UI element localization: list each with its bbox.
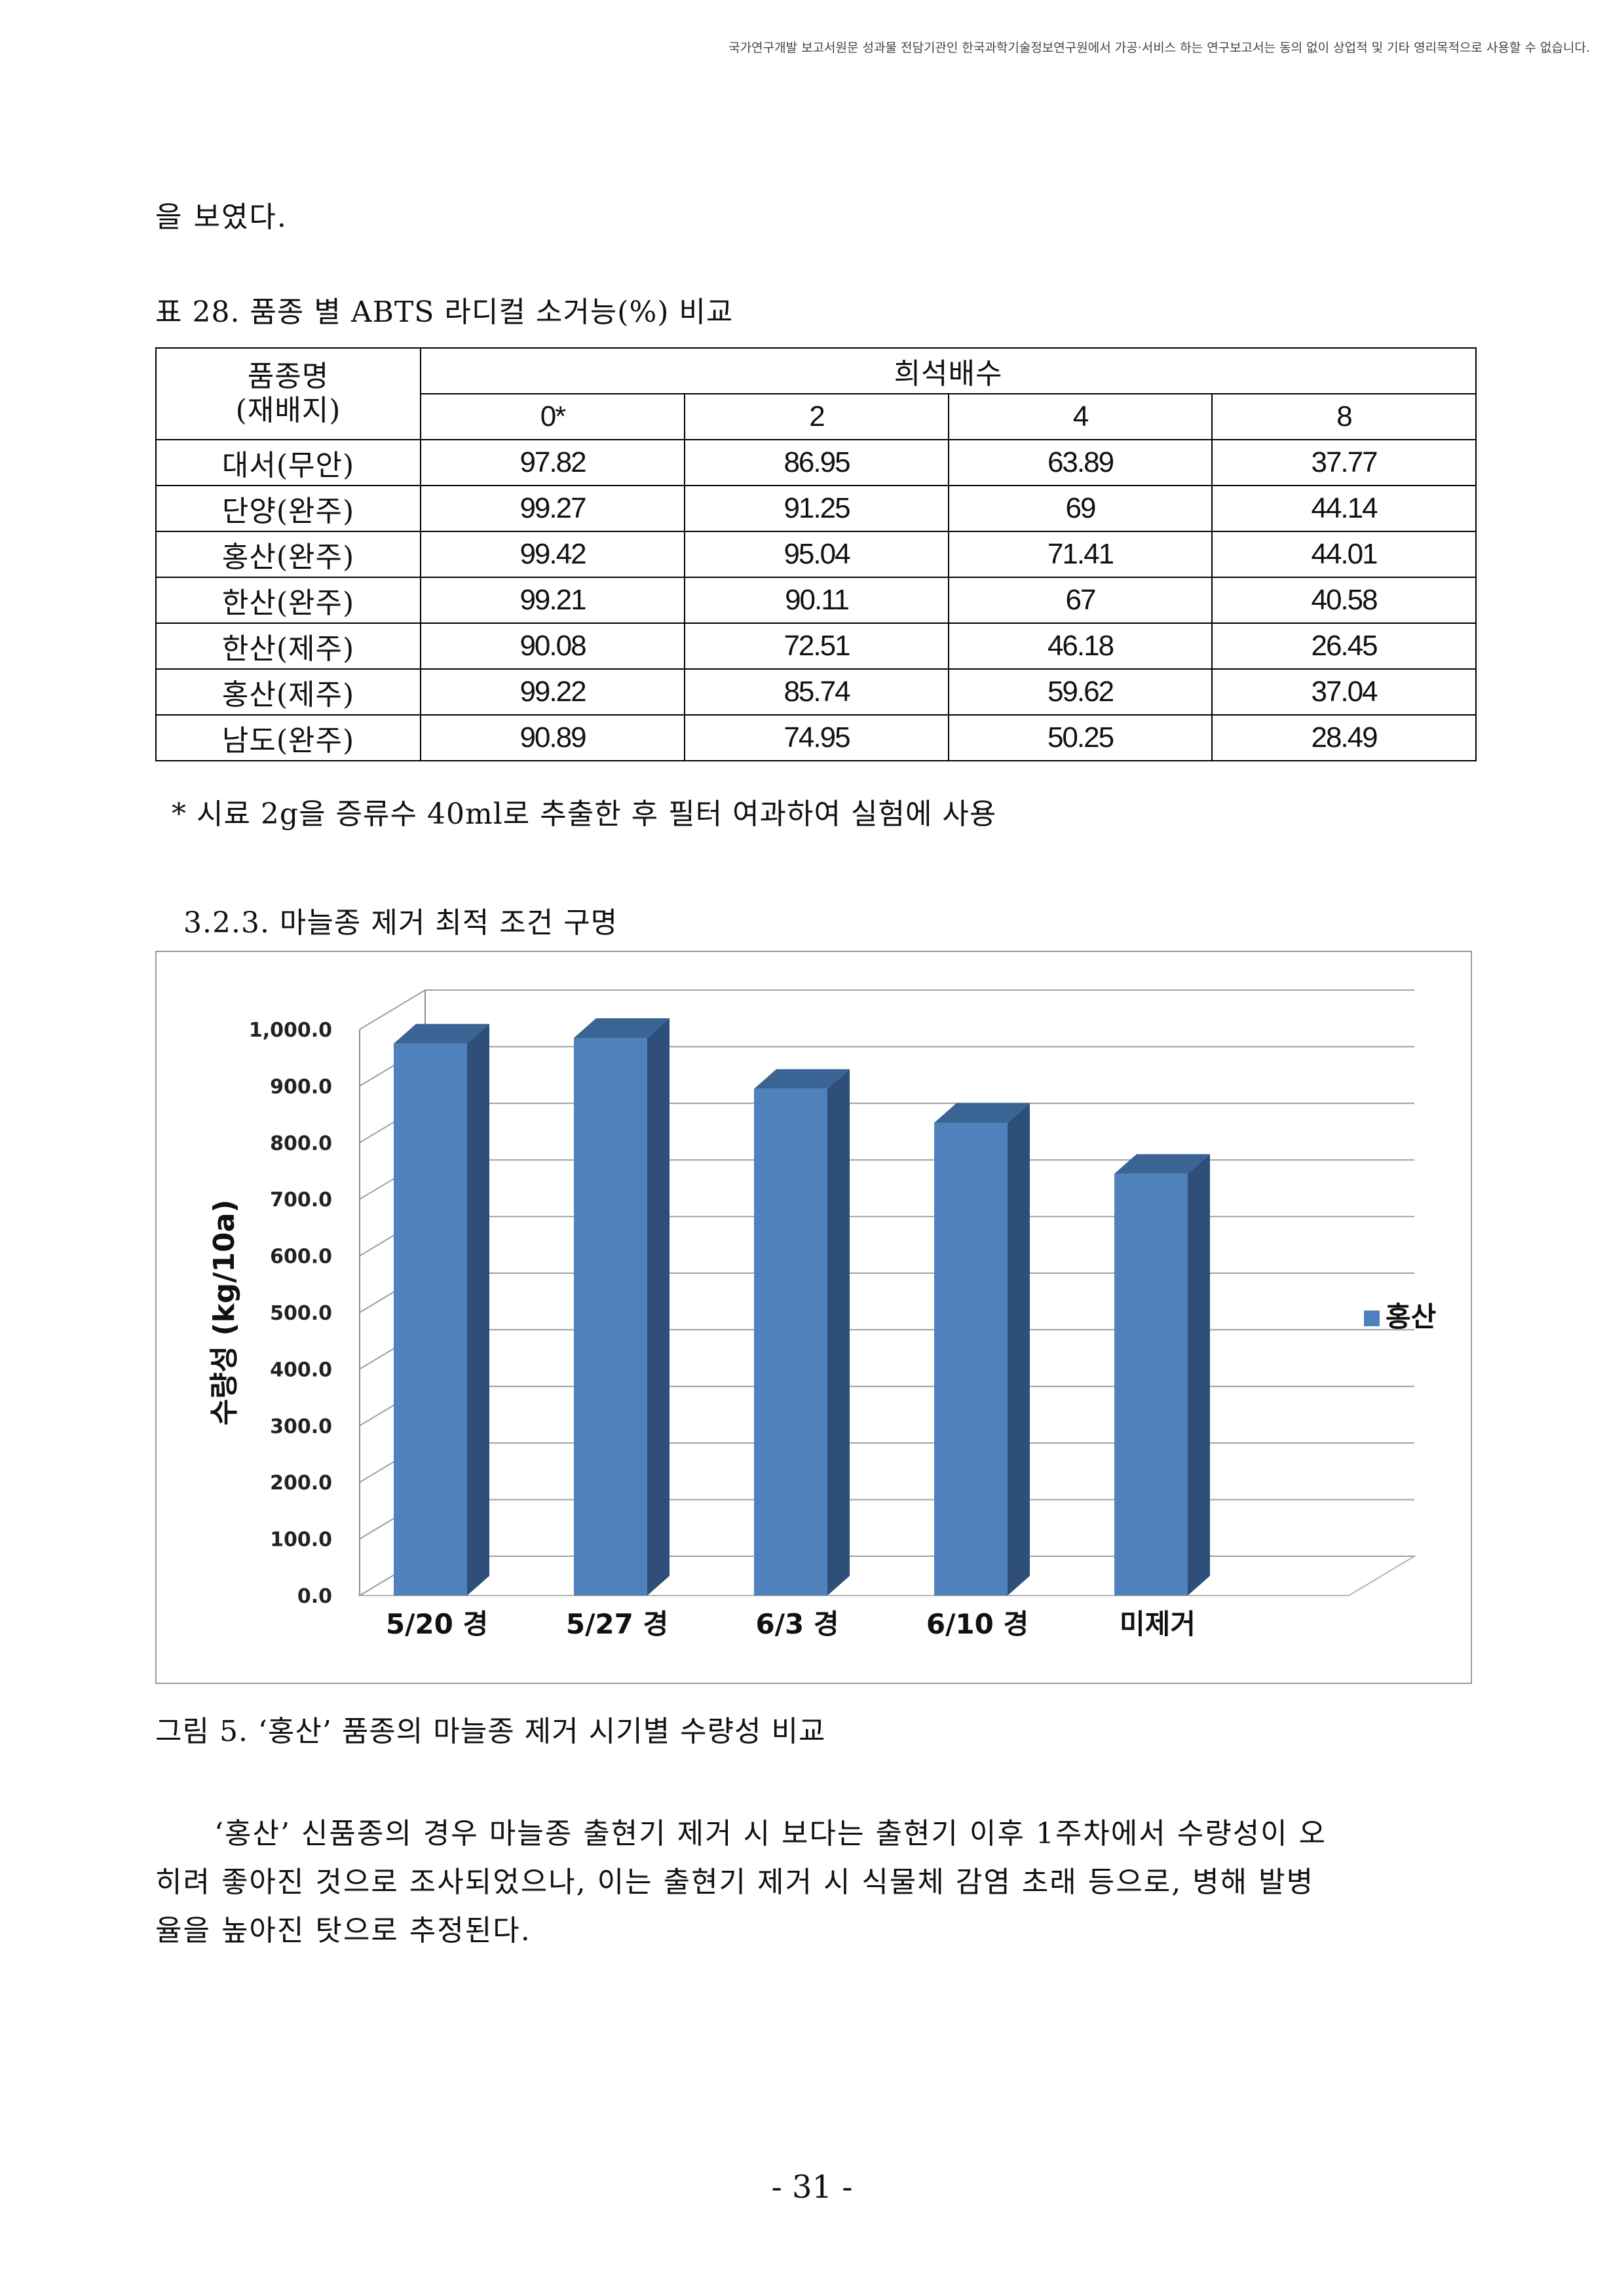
y-tick-label: 500.0 — [270, 1302, 332, 1325]
table-header-dilution: 희석배수 — [419, 347, 1477, 394]
table-row: 단양(완주) 99.27 91.25 69 44.14 — [155, 485, 1477, 532]
bar-top — [394, 1024, 489, 1044]
cell: 71.41 — [948, 531, 1213, 578]
paragraph-line: 히려 좋아진 것으로 조사되었으나, 이는 출현기 제거 시 식물체 감염 초래… — [155, 1866, 1315, 1899]
table-header-cultivar: 품종명 (재배지) — [155, 347, 421, 440]
row-name: 단양(완주) — [155, 485, 421, 532]
bar — [574, 1037, 647, 1596]
bar — [934, 1122, 1008, 1596]
cell: 72.51 — [684, 622, 949, 670]
x-tick-label: 5/20 경 — [386, 1608, 488, 1640]
page-number: - 31 - — [771, 2169, 853, 2206]
y-tick-label: 300.0 — [270, 1415, 332, 1438]
paragraph-line: 율을 높아진 탓으로 추정된다. — [155, 1914, 531, 1947]
bar-top — [574, 1018, 670, 1038]
bar — [754, 1088, 827, 1596]
table-header-dilution-4: 4 — [948, 393, 1213, 440]
figure-caption: 그림 5. ‘홍산’ 품종의 마늘종 제거 시기별 수량성 비교 — [155, 1715, 826, 1748]
section-heading: 3.2.3. 마늘종 제거 최적 조건 구명 — [183, 906, 618, 940]
table-row: 홍산(제주) 99.22 85.74 59.62 37.04 — [155, 668, 1477, 716]
cell: 99.42 — [420, 531, 685, 578]
y-tick-label: 800.0 — [270, 1132, 332, 1155]
bar-side — [827, 1069, 850, 1596]
cell: 28.49 — [1211, 714, 1477, 761]
cell: 90.11 — [684, 577, 949, 624]
cell: 95.04 — [684, 531, 949, 578]
bar-top — [1114, 1154, 1210, 1174]
chart-floor — [357, 1556, 1417, 1596]
y-tick-label: 200.0 — [270, 1472, 332, 1495]
x-tick-label: 6/3 경 — [755, 1608, 839, 1640]
cell: 85.74 — [684, 668, 949, 716]
row-name: 홍산(제주) — [155, 668, 421, 716]
cell: 37.04 — [1211, 668, 1477, 716]
cell: 99.27 — [420, 485, 685, 532]
cell: 59.62 — [948, 668, 1213, 716]
y-axis-title: 수량성 (kg/10a) — [208, 1200, 241, 1426]
cell: 90.08 — [420, 622, 685, 670]
y-tick-label: 0.0 — [297, 1585, 332, 1608]
cell: 40.58 — [1211, 577, 1477, 624]
cell: 99.22 — [420, 668, 685, 716]
cell: 99.21 — [420, 577, 685, 624]
table-caption: 표 28. 품종 별 ABTS 라디컬 소거능(%) 비교 — [155, 296, 734, 329]
table-row: 대서(무안) 97.82 86.95 63.89 37.77 — [155, 439, 1477, 486]
cell: 37.77 — [1211, 439, 1477, 486]
intro-line: 을 보였다. — [155, 201, 288, 234]
cell: 91.25 — [684, 485, 949, 532]
cell: 26.45 — [1211, 622, 1477, 670]
table-footnote: * 시료 2g을 증류수 40ml로 추출한 후 필터 여과하여 실험에 사용 — [172, 797, 997, 831]
cell: 63.89 — [948, 439, 1213, 486]
x-tick-label: 미제거 — [1120, 1608, 1196, 1640]
yield-chart: 0.0 100.0 200.0 300.0 400.0 500.0 600.0 700.0 80… — [155, 951, 1472, 1684]
y-tick-label: 700.0 — [270, 1189, 332, 1212]
legend-swatch — [1364, 1311, 1380, 1326]
bar-side — [1188, 1154, 1210, 1596]
abts-table: 품종명 (재배지) 희석배수 0* 2 4 8 대서(무안) 97.82 86.… — [155, 347, 1477, 761]
cell: 44.01 — [1211, 531, 1477, 578]
y-tick-label: 600.0 — [270, 1246, 332, 1269]
bar-top — [934, 1103, 1030, 1123]
table-row: 한산(제주) 90.08 72.51 46.18 26.45 — [155, 622, 1477, 670]
bar-top — [754, 1069, 850, 1089]
table-row: 한산(완주) 99.21 90.11 67 40.58 — [155, 577, 1477, 624]
x-tick-label: 6/10 경 — [926, 1608, 1029, 1640]
table-row: 남도(완주) 90.89 74.95 50.25 28.49 — [155, 714, 1477, 761]
y-tick-label: 100.0 — [270, 1529, 332, 1552]
row-name: 홍산(완주) — [155, 531, 421, 578]
row-name: 남도(완주) — [155, 714, 421, 761]
cell: 67 — [948, 577, 1213, 624]
gridline-diagonal — [359, 989, 426, 1030]
bar-side — [1008, 1103, 1030, 1596]
yield-chart-svg: 0.0 100.0 200.0 300.0 400.0 500.0 600.0 700.0 80… — [208, 989, 1436, 1640]
table-header-dilution-8: 8 — [1211, 393, 1477, 440]
cell: 86.95 — [684, 439, 949, 486]
body-paragraph: ‘홍산’ 신품종의 경우 마늘종 출현기 제거 시 보다는 출현기 이후 1주차… — [155, 1810, 1472, 1955]
copyright-notice: 국가연구개발 보고서원문 성과물 전담기관인 한국과학기술정보연구원에서 가공·… — [728, 41, 1590, 55]
cell: 69 — [948, 485, 1213, 532]
cell: 50.25 — [948, 714, 1213, 761]
row-name: 한산(제주) — [155, 622, 421, 670]
bar-side — [467, 1024, 489, 1596]
bar — [394, 1043, 467, 1596]
bar-side — [647, 1018, 670, 1596]
cell: 46.18 — [948, 622, 1213, 670]
table-row: 홍산(완주) 99.42 95.04 71.41 44.01 — [155, 531, 1477, 578]
cell: 90.89 — [420, 714, 685, 761]
y-tick-label: 900.0 — [270, 1075, 332, 1098]
row-name: 대서(무안) — [155, 439, 421, 486]
x-tick-label: 5/27 경 — [566, 1608, 668, 1640]
y-tick-label: 1,000.0 — [249, 1019, 332, 1042]
y-tick-label: 400.0 — [270, 1358, 332, 1381]
cell: 74.95 — [684, 714, 949, 761]
row-name: 한산(완주) — [155, 577, 421, 624]
legend-label: 홍산 — [1386, 1301, 1436, 1333]
cell: 97.82 — [420, 439, 685, 486]
paragraph-line: ‘홍산’ 신품종의 경우 마늘종 출현기 제거 시 보다는 출현기 이후 1주차… — [214, 1817, 1327, 1850]
bar — [1114, 1174, 1188, 1596]
cell: 44.14 — [1211, 485, 1477, 532]
table-header-dilution-2: 2 — [684, 393, 949, 440]
table-header-dilution-0: 0* — [420, 393, 685, 440]
